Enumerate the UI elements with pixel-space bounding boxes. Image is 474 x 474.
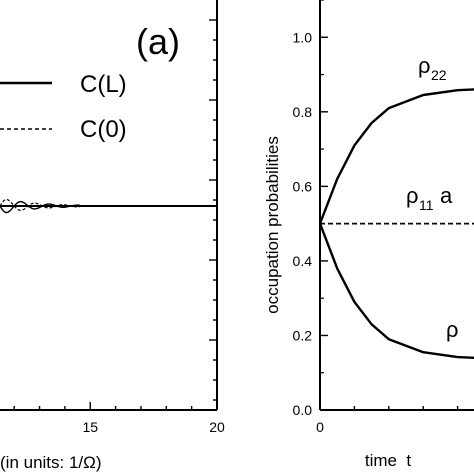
right-y-tick-label: 0.6 [293,178,313,194]
annotation-rho22-main: ρ [418,53,431,78]
legend: C(L) C(0) [0,71,127,143]
right-panel: 0.00.20.40.60.81.005 occupation probabil… [263,0,474,470]
annotation-rho11: ρ 11 a [406,183,453,213]
left-x-tick-label: 15 [82,419,98,435]
left-panel: 101520 (a) C(L) C(0) (in units: 1/Ω) [0,0,225,472]
right-series-line-0 [318,88,474,225]
annotation-rho22-sub: 22 [431,67,447,83]
left-x-ticks: 101520 [13,19,225,435]
right-y-tick-label: 0.4 [293,253,313,269]
legend-label-series-1: C(0) [80,116,127,143]
right-series-line-2 [318,223,474,360]
panel-label: (a) [136,21,180,62]
left-x-axis-label: (in units: 1/Ω) [0,453,102,472]
annotation-rho22: ρ 22 [418,53,447,83]
annotation-rho11-suffix: a [440,183,453,208]
left-x-tick-label: 20 [209,419,225,435]
right-axis-ticks: 0.00.20.40.60.81.005 [293,0,459,435]
right-x-axis-label: time t [365,451,412,470]
right-x-tick-label: 0 [316,419,324,435]
left-series-oscillation-solid [0,200,81,214]
right-y-axis-label: occupation probabilities [263,136,282,314]
legend-label-series-0: C(L) [80,71,127,98]
annotation-rho-lower: ρ [446,317,459,342]
annotation-rho-lower-main: ρ [446,317,459,342]
annotation-rho11-main: ρ [406,183,419,208]
left-series [0,198,217,214]
left-series-oscillation-dashed [0,198,81,212]
right-axes [319,0,474,411]
right-y-tick-label: 0.0 [293,402,313,418]
annotation-rho11-sub: 11 [419,197,434,213]
right-y-tick-label: 1.0 [293,29,313,45]
right-y-tick-label: 0.8 [293,104,313,120]
right-y-tick-label: 0.2 [293,327,313,343]
right-series [318,88,474,360]
